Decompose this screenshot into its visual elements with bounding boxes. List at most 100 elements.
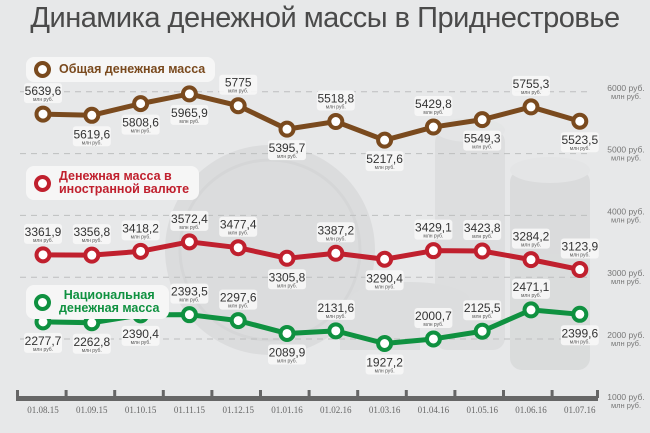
y-tick-unit: млн руб.	[611, 277, 641, 286]
data-label: 3429,1	[415, 221, 452, 235]
x-tick-label: 01.10.15	[125, 405, 157, 415]
data-label-bg	[72, 224, 111, 245]
data-label-bg	[219, 289, 258, 310]
data-label: 2000,7	[415, 309, 452, 323]
data-label-unit: млн руб.	[521, 243, 541, 249]
data-label-unit: млн руб.	[521, 90, 541, 96]
x-tick-label: 01.07.16	[564, 405, 596, 415]
data-label-unit: млн руб.	[472, 234, 492, 240]
data-point	[376, 334, 394, 352]
legend-marker-icon	[34, 174, 51, 192]
data-label-bg	[24, 332, 62, 353]
data-point	[34, 105, 52, 123]
x-axis-tick	[64, 390, 68, 398]
data-point	[376, 250, 394, 268]
y-tick-unit: млн руб.	[611, 92, 641, 101]
data-point	[83, 106, 101, 124]
y-tick-label: 2000 руб.	[607, 330, 644, 340]
data-label-bg	[121, 220, 160, 241]
data-label: 3305,8	[269, 270, 306, 284]
data-label-bg	[560, 325, 599, 346]
legend-label: иностранной валюте	[59, 182, 190, 196]
data-point	[229, 312, 247, 330]
data-label: 5217,6	[366, 152, 403, 166]
data-label-unit: млн руб.	[277, 154, 297, 160]
data-point	[278, 249, 296, 267]
data-point	[376, 131, 394, 149]
data-label-unit: млн руб.	[179, 225, 199, 231]
data-point	[278, 120, 296, 138]
legend-label: Общая денежная масса	[59, 62, 206, 76]
data-label-unit: млн руб.	[82, 140, 102, 146]
data-label-bg	[121, 325, 160, 346]
data-label-bg	[316, 299, 355, 320]
data-label: 5549,3	[464, 132, 501, 146]
data-label-bg	[170, 104, 209, 125]
data-label-bg	[365, 151, 404, 172]
data-label-unit: млн руб.	[131, 129, 151, 135]
data-label-unit: млн руб.	[179, 119, 199, 125]
data-label-unit: млн руб.	[375, 165, 395, 171]
data-label-unit: млн руб.	[570, 146, 590, 152]
data-label-bg	[219, 216, 258, 237]
data-point	[522, 301, 540, 319]
data-label-unit: млн руб.	[423, 110, 443, 116]
data-label: 3290,4	[366, 271, 403, 285]
data-point	[180, 85, 198, 103]
data-label-bg	[72, 333, 111, 354]
y-tick-label: 1000 руб.	[607, 392, 644, 402]
data-label-unit: млн руб.	[33, 347, 53, 353]
y-tick-unit: млн руб.	[611, 339, 641, 348]
data-label: 5619,6	[73, 127, 110, 141]
data-label-bg	[170, 210, 209, 231]
data-point	[473, 111, 491, 129]
data-label: 3477,4	[220, 218, 257, 232]
data-label: 1927,2	[366, 355, 403, 369]
legend-marker-icon	[34, 61, 51, 78]
data-label-unit: млн руб.	[472, 145, 492, 151]
data-label-bg	[365, 270, 404, 291]
data-point	[278, 324, 296, 342]
x-axis-tick	[453, 390, 457, 398]
x-axis-tick	[502, 390, 505, 398]
data-label: 3356,8	[73, 225, 110, 239]
data-label-unit: млн руб.	[228, 231, 248, 237]
data-point	[424, 242, 442, 260]
data-label: 2089,9	[269, 345, 306, 359]
data-label: 5395,7	[269, 141, 306, 155]
data-label: 3387,2	[317, 223, 354, 237]
data-point	[327, 322, 345, 340]
data-label: 2125,5	[464, 301, 501, 315]
data-label: 2471,1	[513, 280, 550, 294]
legend-label: Денежная масса в	[59, 169, 172, 183]
data-label-unit: млн руб.	[423, 322, 443, 328]
data-label-bg	[316, 222, 355, 243]
data-point	[180, 233, 198, 251]
x-axis-tick	[259, 390, 262, 398]
data-label-bg	[268, 140, 306, 161]
data-label-bg	[170, 283, 209, 304]
data-label-unit: млн руб.	[33, 97, 53, 103]
data-label-bg	[414, 96, 453, 117]
x-tick-label: 01.08.15	[27, 405, 59, 415]
data-label: 3284,2	[513, 230, 550, 244]
data-label-bg	[463, 220, 502, 241]
data-label-bg	[268, 344, 306, 365]
x-tick-label: 01.09.15	[76, 405, 108, 415]
legend-total: Общая денежная масса	[26, 57, 216, 82]
data-label-unit: млн руб.	[277, 358, 297, 364]
x-tick-label: 01.06.16	[515, 405, 547, 415]
data-label-bg	[268, 269, 306, 290]
x-tick-label: 01.05.16	[466, 405, 498, 415]
x-tick-label: 01.03.16	[369, 405, 401, 415]
data-label-bg	[24, 223, 62, 244]
data-label-bg	[463, 300, 502, 321]
data-label-bg	[463, 130, 502, 151]
data-label-bg	[414, 219, 453, 240]
data-label-bg	[560, 132, 599, 153]
data-label-unit: млн руб.	[375, 284, 395, 290]
data-label: 5808,6	[122, 116, 159, 130]
y-tick-unit: млн руб.	[611, 401, 641, 410]
data-label-unit: млн руб.	[570, 253, 590, 259]
data-point	[424, 118, 442, 136]
